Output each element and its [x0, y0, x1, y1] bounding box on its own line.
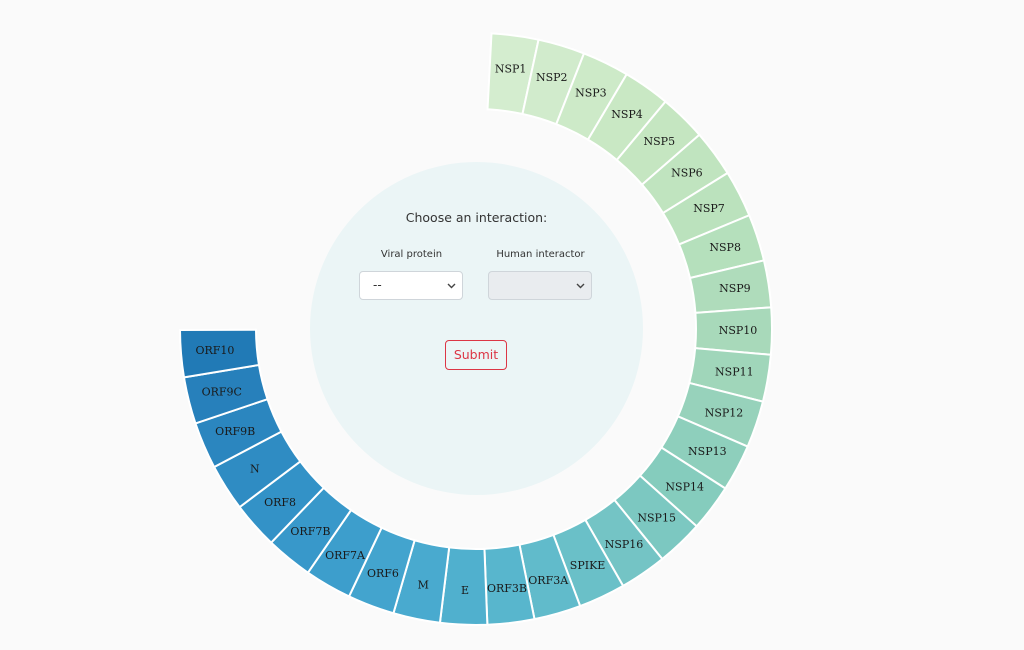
- segment-label-nsp15: NSP15: [637, 512, 676, 525]
- form-title: Choose an interaction:: [405, 210, 548, 225]
- segment-label-nsp11: NSP11: [715, 366, 754, 379]
- segment-label-nsp16: NSP16: [605, 538, 644, 551]
- segment-label-nsp6: NSP6: [671, 167, 703, 180]
- segment-label-nsp14: NSP14: [665, 480, 704, 493]
- segment-label-orf9c: ORF9C: [202, 385, 242, 398]
- segment-label-orf7a: ORF7A: [325, 549, 366, 562]
- human-interactor-label: Human interactor: [496, 249, 585, 260]
- segment-label-nsp4: NSP4: [611, 108, 643, 121]
- segment-label-nsp10: NSP10: [719, 324, 758, 337]
- segment-orf10[interactable]: [178, 328, 261, 379]
- segment-label-orf6: ORF6: [367, 567, 399, 580]
- segment-label-nsp13: NSP13: [688, 445, 727, 458]
- segment-label-spike: SPIKE: [570, 559, 606, 572]
- segment-label-nsp8: NSP8: [709, 241, 741, 254]
- segment-label-orf3b: ORF3B: [487, 582, 527, 595]
- human-interactor-select[interactable]: [488, 271, 592, 300]
- segment-label-m: M: [418, 579, 429, 592]
- viral-protein-value: --: [373, 278, 382, 292]
- segment-label-nsp7: NSP7: [693, 202, 725, 215]
- viral-protein-label: Viral protein: [380, 249, 443, 260]
- interaction-panel: Choose an interaction: Viral protein Hum…: [310, 162, 643, 495]
- submit-button[interactable]: Submit: [445, 340, 507, 370]
- segment-label-nsp9: NSP9: [719, 282, 751, 295]
- segment-label-nsp1: NSP1: [495, 62, 527, 75]
- segment-label-nsp5: NSP5: [644, 135, 676, 148]
- segment-label-n: N: [250, 462, 260, 475]
- segment-label-orf9b: ORF9B: [215, 425, 255, 438]
- segment-label-orf3a: ORF3A: [528, 574, 569, 587]
- viral-protein-select[interactable]: --: [359, 271, 463, 300]
- segment-label-nsp3: NSP3: [575, 87, 607, 100]
- segment-label-nsp2: NSP2: [536, 71, 568, 84]
- segment-label-nsp12: NSP12: [705, 406, 744, 419]
- chevron-down-icon: [576, 283, 585, 289]
- segment-label-e: E: [461, 584, 469, 597]
- segment-label-orf8: ORF8: [264, 496, 296, 509]
- segment-label-orf10: ORF10: [195, 344, 234, 357]
- segment-label-orf7b: ORF7B: [290, 525, 330, 538]
- chevron-down-icon: [447, 283, 456, 289]
